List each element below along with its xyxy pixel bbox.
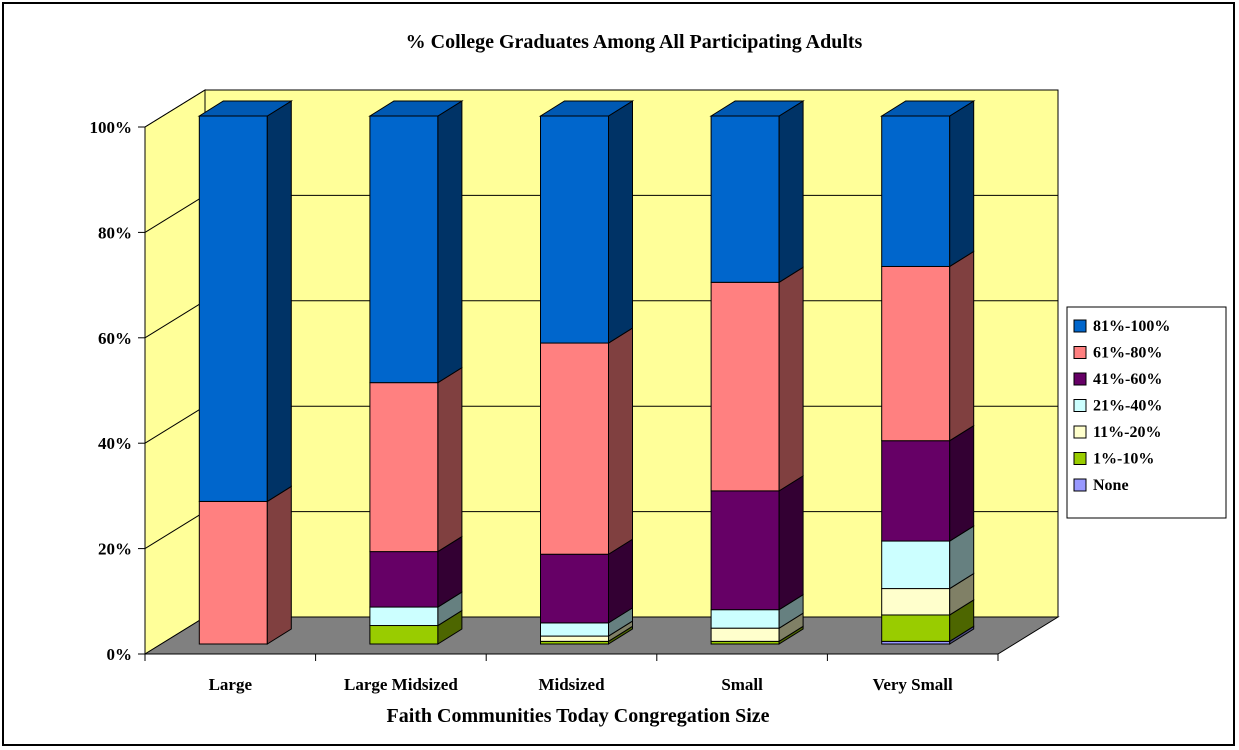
gridline-side — [144, 194, 206, 233]
gridline-side — [144, 89, 206, 128]
bar-top — [197, 100, 294, 117]
bar-segment-front — [881, 265, 951, 442]
legend-label: None — [1093, 477, 1129, 494]
legend-swatch — [1073, 372, 1087, 386]
bar-segment-side — [266, 485, 292, 645]
bar-segment-front — [540, 553, 609, 624]
bar-segment-side — [949, 100, 975, 268]
x-tick-label: Large — [209, 675, 253, 694]
bar-segment-side — [778, 266, 804, 492]
bar-segment-front — [540, 115, 609, 344]
legend-swatch — [1073, 452, 1087, 465]
legend-label: 41%-60% — [1093, 371, 1162, 388]
y-tick-label: 80% — [98, 223, 132, 242]
x-tick-label: Very Small — [873, 675, 953, 694]
y-tick-label: 60% — [98, 329, 132, 348]
bar-top — [538, 100, 635, 117]
x-tick-label: Large Midsized — [344, 675, 458, 694]
bar-stack — [197, 100, 294, 645]
bar-segment-front — [710, 281, 780, 492]
bar-stack — [879, 100, 976, 645]
bar-segment-front — [881, 614, 951, 642]
x-tick-label: Small — [721, 675, 763, 694]
bar-segment-front — [710, 609, 780, 629]
legend-swatch — [1073, 425, 1087, 439]
bar-segment-front — [369, 606, 439, 627]
y-axis: 0% 20% 40% 60% 80% 100% — [90, 118, 146, 664]
bar-segment-front — [710, 115, 780, 283]
legend-box — [1066, 306, 1227, 519]
x-axis-label: Faith Communities Today Congregation Siz… — [387, 705, 770, 727]
bar-top — [368, 100, 464, 117]
bar-segment-side — [778, 100, 804, 284]
y-tick-label: 40% — [98, 434, 132, 453]
bar-segment-front — [198, 500, 268, 645]
bar-segment-side — [608, 327, 633, 556]
x-axis: Large Large Midsized Midsized Small Very Sma… — [144, 653, 999, 694]
bar-segment-front — [710, 490, 780, 611]
bar-stack — [709, 100, 805, 645]
bar-segment-side — [608, 100, 633, 344]
legend-label: 1%-10% — [1093, 451, 1154, 468]
bar-segment-side — [778, 474, 804, 611]
bar-segment-front — [369, 382, 439, 553]
bar-segment-front — [540, 622, 609, 637]
bar-segment-front — [369, 551, 439, 608]
bar-segment-front — [881, 540, 951, 590]
bar-segment-front — [540, 635, 609, 642]
legend-swatch — [1073, 346, 1087, 359]
legend-swatch — [1073, 478, 1087, 492]
bar-segment-front — [710, 627, 780, 642]
bar-segment-front — [198, 115, 268, 502]
legend-label: 11%-20% — [1093, 424, 1161, 441]
bar-segment-front — [540, 342, 609, 555]
gridline-side — [144, 405, 206, 444]
legend-swatch — [1073, 319, 1087, 333]
bar-segment-side — [266, 100, 292, 503]
legend-swatch — [1073, 399, 1087, 412]
chart-title: % College Graduates Among All Participat… — [406, 31, 863, 53]
bar-stack — [368, 100, 464, 645]
bar-stack — [538, 100, 635, 645]
bar-segment-front — [881, 440, 951, 542]
bar-segment-front — [369, 625, 439, 645]
bar-segment-side — [437, 100, 463, 384]
legend-label: 21%-40% — [1093, 398, 1162, 415]
bar-segment-side — [949, 424, 975, 542]
gridline-side — [144, 511, 206, 550]
bar-top — [709, 100, 805, 117]
chart-bars — [197, 100, 976, 645]
bar-segment-side — [949, 250, 975, 442]
y-tick-label: 0% — [107, 645, 133, 664]
bar-segment-front — [369, 115, 439, 384]
side-wall — [144, 89, 206, 655]
gridline-side — [144, 300, 206, 339]
legend-label: 61%-80% — [1093, 345, 1162, 362]
bar-segment-front — [881, 115, 951, 267]
bar-segment-front — [881, 588, 951, 616]
y-tick-label: 100% — [90, 118, 133, 137]
bar-segment-side — [437, 366, 463, 553]
y-tick-label: 20% — [98, 540, 132, 559]
x-tick-label: Midsized — [538, 675, 605, 694]
chart-legend: 81%-100% 61%-80% 41%-60% 21%-40% 11%-20% 1%-1… — [1066, 306, 1227, 519]
bar-top — [879, 100, 976, 117]
legend-label: 81%-100% — [1093, 318, 1170, 335]
